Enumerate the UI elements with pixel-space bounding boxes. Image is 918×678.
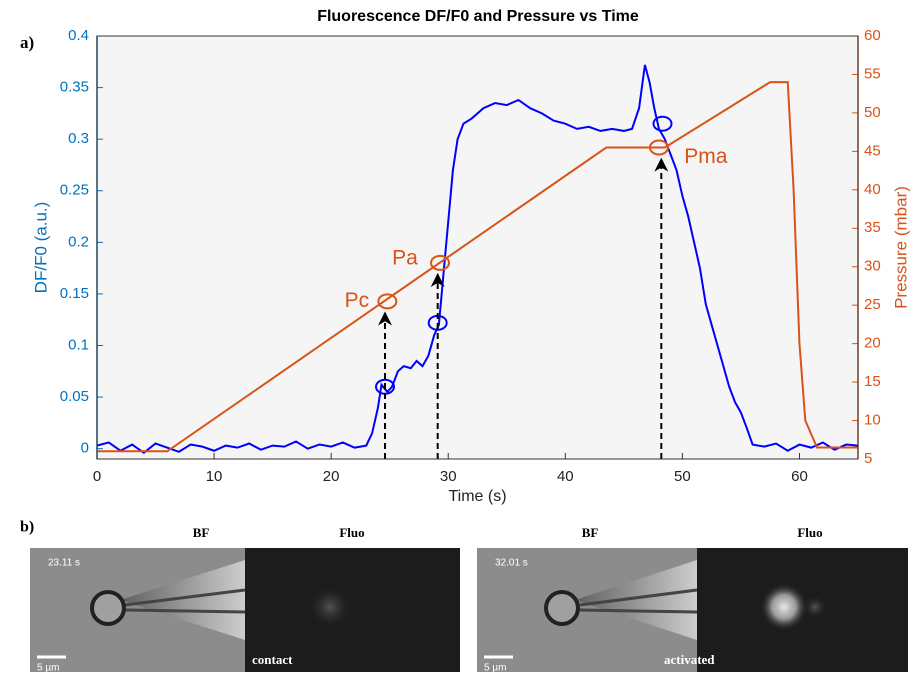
y-tick-label: 0.25	[60, 182, 89, 199]
panel-label: a)	[20, 33, 34, 52]
y-tick-label: 0.1	[68, 336, 89, 353]
panel-label: b)	[20, 519, 34, 536]
y2-axis-label: Pressure (mbar)	[891, 186, 910, 309]
y-tick-label: 0.4	[68, 27, 89, 44]
y-tick-label: 0.35	[60, 79, 89, 96]
chart-title: Fluorescence DF/F0 and Pressure vs Time	[317, 8, 639, 25]
x-axis-label: Time (s)	[448, 488, 506, 505]
x-tick-label: 20	[323, 468, 340, 485]
y-tick-label: 0	[81, 440, 89, 457]
fluo-blob	[308, 585, 352, 629]
plot-frame	[96, 35, 859, 460]
y2-tick-label: 30	[864, 258, 881, 275]
y-tick-label: 0.2	[68, 233, 89, 250]
y2-tick-label: 45	[864, 142, 881, 159]
image-title: Fluo	[339, 525, 364, 540]
cell	[90, 590, 126, 626]
pipette-line	[579, 588, 698, 614]
marker-circle	[377, 293, 398, 310]
annotation: Pa	[392, 247, 418, 270]
y2-tick-label: 15	[864, 373, 881, 390]
annotation: Pma	[684, 145, 728, 168]
x-tick-label: 10	[206, 468, 223, 485]
y2-tick-label: 10	[864, 412, 881, 429]
fluo-image	[245, 548, 460, 672]
y-tick-label: 0.3	[68, 130, 89, 147]
y-tick-label: 0.05	[60, 388, 89, 405]
timestamp: 23.11 s	[48, 558, 80, 569]
image-title: BF	[582, 525, 599, 540]
data-line	[97, 81, 858, 453]
y-tick-label: 0.15	[60, 285, 89, 302]
marker-circle	[652, 115, 673, 132]
pipette-line	[124, 588, 246, 614]
y2-tick-label: 5	[864, 450, 872, 467]
marker-circle	[648, 139, 669, 156]
data-line	[96, 64, 859, 455]
x-tick-label: 60	[791, 468, 808, 485]
fluo-blob	[803, 595, 827, 619]
fluo-blob	[760, 583, 808, 631]
x-tick-label: 0	[93, 468, 101, 485]
y2-tick-label: 20	[864, 335, 881, 352]
x-tick-label: 50	[674, 468, 691, 485]
state-label: activated	[664, 652, 715, 667]
image-title: BF	[193, 525, 210, 540]
y2-tick-label: 35	[864, 219, 881, 236]
pipette	[575, 560, 697, 640]
cell	[544, 590, 580, 626]
scale-label: 5 µm	[484, 663, 506, 674]
y2-tick-label: 40	[864, 181, 881, 198]
timestamp: 32.01 s	[495, 558, 528, 569]
panel-b: b) BF Fluo BF Fluo 23.11 s 5 µm contact …	[20, 519, 908, 674]
scale-label: 5 µm	[37, 663, 59, 674]
y2-tick-label: 60	[864, 27, 881, 44]
marker-circle	[430, 254, 451, 271]
image-title: Fluo	[797, 525, 822, 540]
y2-tick-label: 50	[864, 104, 881, 121]
pipette	[120, 560, 245, 640]
state-label: contact	[252, 652, 293, 667]
annotation: Pc	[345, 289, 370, 312]
y-axis-label: DF/F0 (a.u.)	[31, 202, 50, 294]
x-tick-label: 30	[440, 468, 457, 485]
x-tick-label: 40	[557, 468, 574, 485]
y2-tick-label: 55	[864, 65, 881, 82]
y2-tick-label: 25	[864, 296, 881, 313]
